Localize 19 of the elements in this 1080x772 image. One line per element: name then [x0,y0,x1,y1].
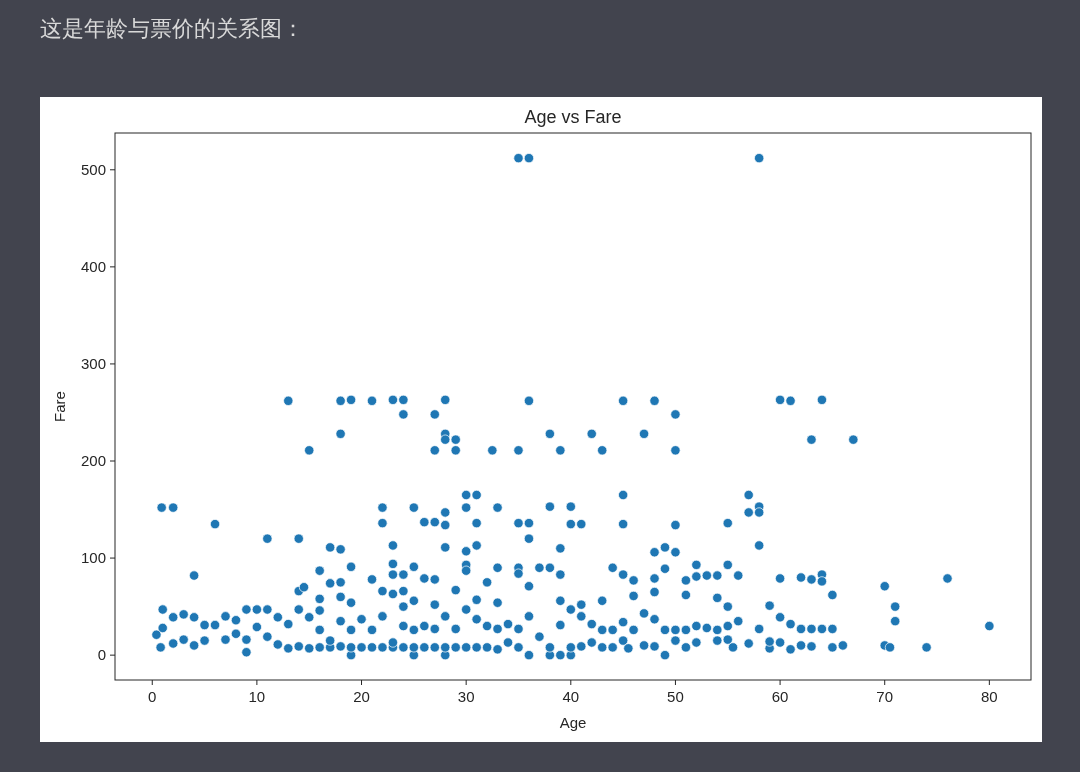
x-tick-label: 60 [771,688,789,705]
chart-title: Age vs Fare [524,107,622,127]
y-tick-label: 500 [80,160,106,178]
x-tick-label: 10 [248,688,266,705]
text: 这是年龄与票价的关系图： [40,16,304,41]
x-tick-label: 0 [148,688,157,705]
x-tick-label: 20 [353,688,370,705]
y-tick-label: 100 [80,549,106,567]
x-tick-label: 80 [981,688,998,705]
y-tick-label: 400 [80,257,106,275]
y-tick-label: 300 [80,354,106,372]
x-tick-label: 40 [562,688,580,705]
x-tick-label: 30 [457,688,475,705]
x-tick-label: 70 [876,688,894,705]
x-tick-label: 50 [667,688,684,705]
x-axis-title: Age [559,714,587,731]
y-tick-label: 200 [80,452,106,470]
y-axis-title: Fare [51,391,68,422]
y-tick-label: 0 [97,646,106,664]
